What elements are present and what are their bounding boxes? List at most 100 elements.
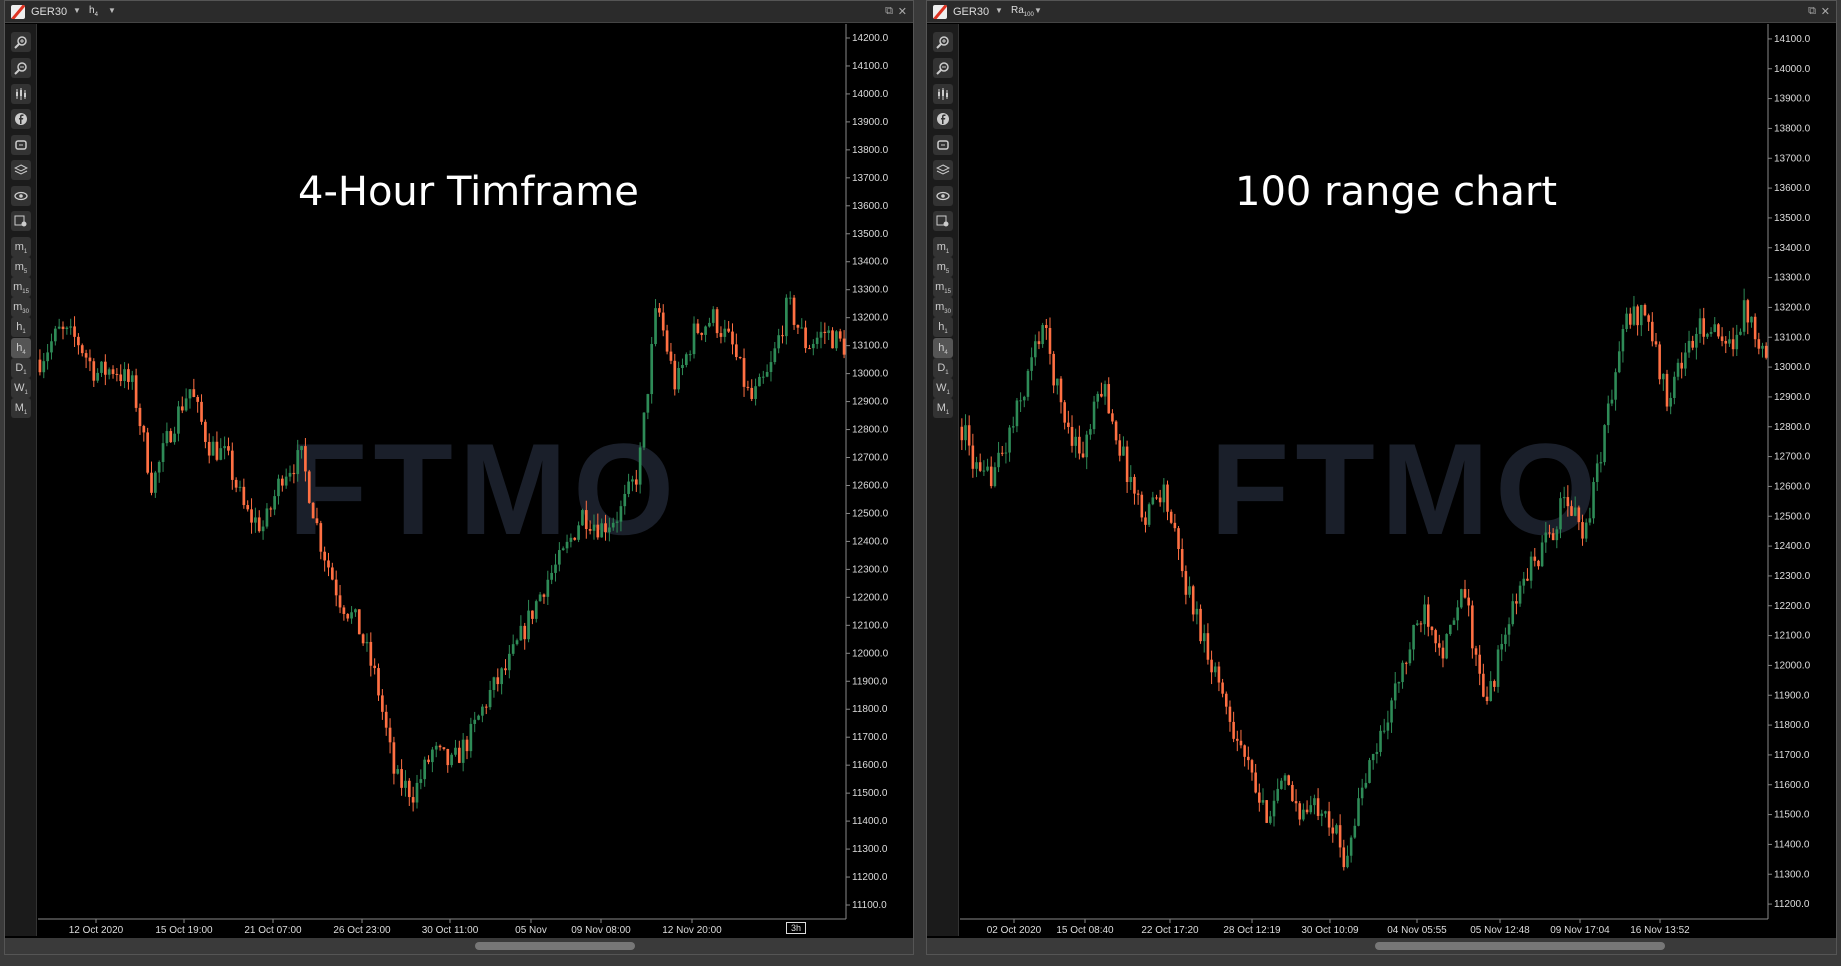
timeframe-m15-button[interactable]: m15 [933,276,953,297]
bot-icon[interactable] [933,134,953,155]
timeframe-m5-button[interactable]: m5 [11,256,31,277]
candle-body [1739,331,1742,335]
eye-icon[interactable] [11,185,31,206]
candle-body [796,324,800,328]
chart-area[interactable]: FTMO 14100.0 14000.0 13900.0 13800.0 13700.0… [960,24,1838,936]
zoom-out-icon[interactable] [933,57,953,78]
y-tick-label: 12100.0 [852,620,889,631]
y-tick-label: 14000.0 [852,89,889,100]
candle-body [661,312,665,331]
timeframe-h1-button[interactable]: h1 [933,317,953,338]
layers-icon[interactable] [933,160,953,180]
chevron-down-icon[interactable]: ▼ [108,6,116,15]
timeframe-h4-button[interactable]: h4 [933,337,953,358]
candle-body [1647,315,1650,322]
candle-body [1111,413,1114,422]
timeframe-W1-button[interactable]: W1 [933,377,953,398]
candle-body [1291,784,1294,802]
candle-body [1037,341,1041,345]
candle-body [1397,682,1401,684]
y-tick-label: 11100.0 [852,900,887,911]
detach-icon[interactable]: ⧉ [1808,5,1816,17]
timeframe-D1-button[interactable]: D1 [933,357,953,378]
candle-body [284,476,288,486]
timeframe-m1-button[interactable]: m1 [933,236,953,257]
chart-type-icon[interactable] [933,83,953,104]
candle-body [1342,847,1346,868]
layers-icon[interactable] [11,160,31,180]
candle-body [1720,336,1724,341]
candle-body [677,367,680,390]
scrollbar-thumb[interactable] [475,942,635,950]
candlestick-chart[interactable]: 14200.0 14100.0 14000.0 13900.0 13800.0 13700… [38,24,915,936]
candle-body [561,548,565,551]
y-tick-label: 12500.0 [1774,511,1811,522]
symbol-selector[interactable]: GER30 [953,6,990,18]
close-icon[interactable]: ✕ [1820,6,1830,18]
candle-body [1070,426,1074,446]
candle-body [1188,586,1191,595]
timeframe-W1-button[interactable]: W1 [11,377,31,398]
candle-body [769,362,773,372]
timeframe-selector[interactable]: h4 [89,5,98,18]
scrollbar-thumb[interactable] [1375,942,1665,950]
candle-body [292,472,296,475]
chart-area[interactable]: FTMO 14200.0 14100.0 14000.0 13900.0 13800.0… [38,24,915,936]
candle-body [334,579,338,596]
facebook-icon[interactable] [11,109,31,129]
zoom-out-icon[interactable] [11,57,31,78]
x-tick-label: 12 Nov 20:00 [662,925,722,936]
chevron-down-icon[interactable]: ▼ [995,6,1003,15]
candle-body [1698,318,1702,334]
timeframe-h4-button[interactable]: h4 [11,337,31,358]
zoom-in-icon[interactable] [11,32,31,52]
candle-body [1250,760,1254,773]
candle-body [1401,662,1404,683]
settings-icon[interactable] [933,211,953,231]
zoom-in-icon[interactable] [933,32,953,52]
candle-body [1573,507,1577,516]
candle-body [277,478,280,497]
candle-body [361,634,365,644]
close-icon[interactable]: ✕ [897,6,907,18]
candle-body [50,341,53,353]
chart-type-icon[interactable] [11,83,31,104]
candle-body [392,742,396,774]
horizontal-scrollbar[interactable] [5,938,913,954]
timeframe-m1-button[interactable]: m1 [11,236,31,257]
detach-icon[interactable]: ⧉ [885,5,893,17]
facebook-icon[interactable] [933,109,953,129]
symbol-selector[interactable]: GER30 [31,6,68,18]
candle-body [550,572,554,580]
candle-body [1529,556,1533,581]
timeframe-m30-button[interactable]: m30 [933,297,953,318]
candle-body [261,526,265,532]
candlestick-chart[interactable]: 14100.0 14000.0 13900.0 13800.0 13700.0 13600… [960,24,1838,936]
timeframe-M1-button[interactable]: M1 [933,398,953,419]
candle-body [569,537,573,542]
timeframe-selector[interactable]: Ra100 [1011,5,1034,18]
eye-icon[interactable] [933,185,953,206]
timeframe-m30-button[interactable]: m30 [11,297,31,318]
timeframe-m5-button[interactable]: m5 [933,256,953,277]
horizontal-scrollbar[interactable] [927,938,1836,954]
candle-body [646,394,650,413]
candle-body [1177,528,1180,550]
candle-body [1316,798,1320,816]
chart-toolbar: m1 m5 m15 m30 h1 h4 D1 W1 M1 [927,24,959,936]
candle-body [1430,626,1434,631]
timeframe-h1-button[interactable]: h1 [11,317,31,338]
candle-body [1184,571,1188,595]
chevron-down-icon[interactable]: ▼ [73,6,81,15]
timeframe-m15-button[interactable]: m15 [11,276,31,297]
timeframe-M1-button[interactable]: M1 [11,398,31,419]
candle-body [584,510,588,530]
chevron-down-icon[interactable]: ▼ [1034,6,1042,15]
candle-body [184,398,188,411]
timeframe-D1-button[interactable]: D1 [11,357,31,378]
bot-icon[interactable] [11,134,31,155]
candle-body [254,517,257,523]
settings-icon[interactable] [11,211,31,231]
candle-body [1048,327,1052,354]
candle-body [1364,782,1368,788]
